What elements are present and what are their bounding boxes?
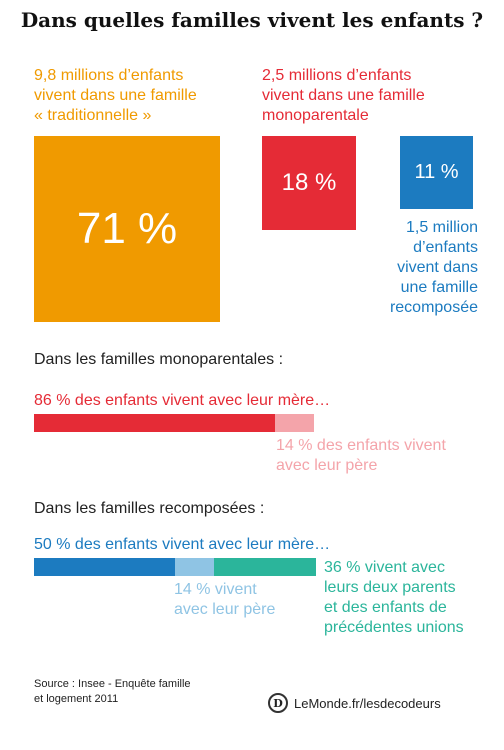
label-mere-monoparentale: 86 % des enfants vivent avec leur mère… — [34, 392, 331, 409]
label-deux-parents: 36 % vivent avec leurs deux parents et d… — [324, 559, 464, 636]
stacked-bar-recomposees — [34, 558, 316, 576]
bar-segment-50 — [34, 558, 175, 576]
value-label-traditionnelle: 71 % — [76, 204, 178, 253]
bar-segment-36 — [214, 558, 316, 576]
square-recomposee: 11 % — [400, 136, 473, 209]
bar-segment-14 — [175, 558, 215, 576]
annotation-recomposee: 1,5 million d’enfants vivent dans une fa… — [389, 219, 478, 316]
square-monoparentale: 18 % — [262, 136, 356, 230]
stacked-bar-monoparentales — [34, 414, 314, 432]
annotation-monoparentale: 2,5 millions d’enfants vivent dans une f… — [262, 67, 425, 124]
bar-segment-86 — [34, 414, 275, 432]
brand-url: LeMonde.fr/lesdecodeurs — [294, 695, 441, 711]
source-note: Source : Insee - Enquête famille et loge… — [34, 678, 191, 705]
label-pere-monoparentale: 14 % des enfants vivent avec leur père — [276, 437, 446, 474]
label-pere-recomposee: 14 % vivent avec leur père — [174, 581, 276, 618]
annotation-traditionnelle: 9,8 millions d’enfants vivent dans une f… — [34, 67, 197, 124]
value-label-monoparentale: 18 % — [281, 169, 337, 196]
value-label-recomposee: 11 % — [414, 161, 459, 183]
heading-monoparentales: Dans les familles monoparentales : — [34, 351, 284, 368]
square-traditionnelle: 71 % — [34, 136, 220, 322]
brand-credit: D LeMonde.fr/lesdecodeurs — [268, 693, 441, 713]
heading-recomposees: Dans les familles recomposées : — [34, 500, 265, 517]
chart-title: Dans quelles familles vivent les enfants… — [20, 8, 484, 32]
lemonde-logo-icon: D — [268, 693, 288, 713]
bar-segment-14 — [274, 414, 314, 432]
label-mere-recomposee: 50 % des enfants vivent avec leur mère… — [34, 536, 331, 553]
